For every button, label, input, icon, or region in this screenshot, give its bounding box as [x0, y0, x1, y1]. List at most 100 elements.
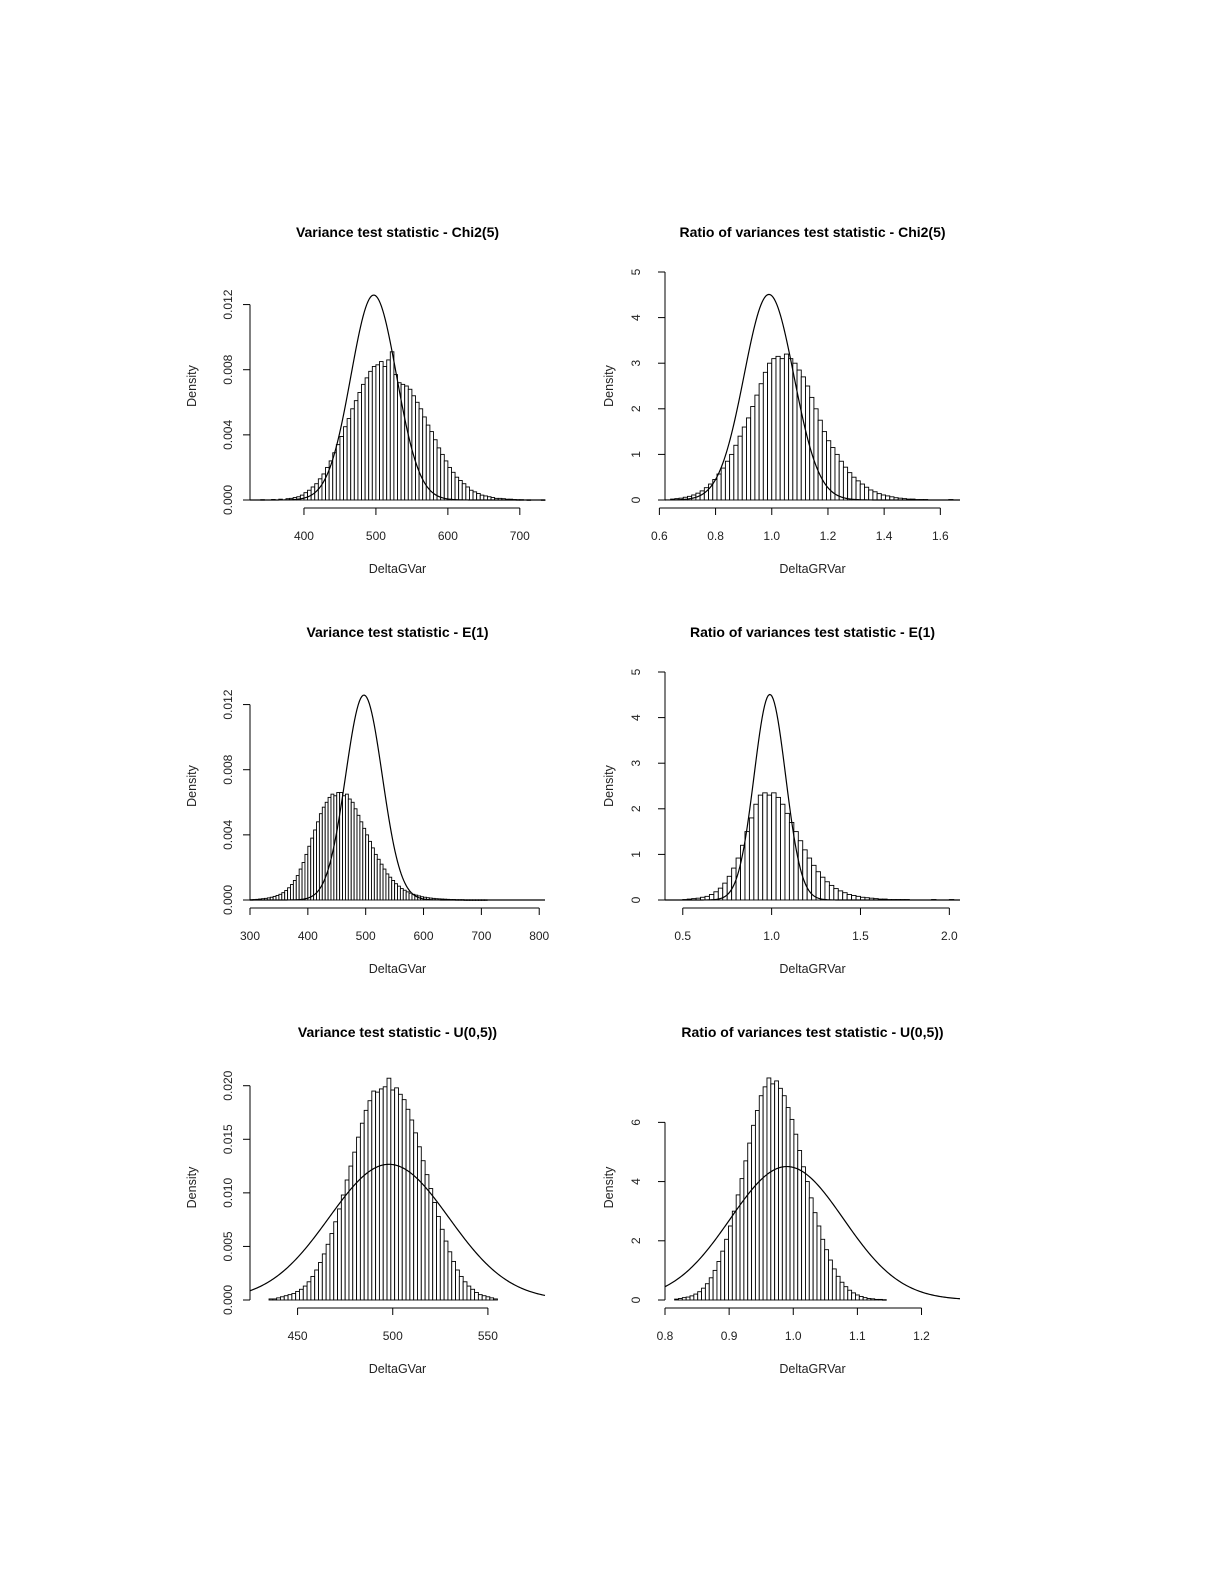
histogram-bar	[724, 1238, 729, 1301]
histogram-bar	[493, 1298, 498, 1301]
histogram-bar	[405, 1108, 411, 1301]
histogram-bars	[674, 1077, 887, 1301]
histogram-bar	[701, 1287, 706, 1301]
histogram-bar	[415, 401, 420, 501]
x-tick-label: 1.1	[849, 1329, 866, 1343]
histogram-bar	[329, 1233, 335, 1301]
histogram-bar	[476, 493, 481, 501]
histogram-bar	[389, 351, 395, 501]
histogram-bar	[797, 1150, 803, 1301]
histogram-bar	[862, 1297, 868, 1301]
histogram-bar	[436, 447, 442, 501]
histogram-bar	[771, 358, 777, 501]
histogram-bar	[775, 355, 781, 501]
y-axis: 0.000 0.004 0.008 0.012	[221, 289, 251, 515]
histogram-bar	[743, 1160, 749, 1301]
histogram-bar	[394, 1087, 399, 1301]
x-tick-label: 1.0	[785, 1329, 802, 1343]
x-tick-label: 0.8	[707, 529, 724, 543]
histogram-bar	[398, 1093, 403, 1301]
histogram-bar	[851, 1292, 856, 1301]
histogram-bar	[839, 1281, 845, 1301]
y-axis: 0 1 2 3 4 5	[629, 668, 666, 903]
histogram-bar	[477, 1294, 483, 1301]
histogram-bar	[314, 1269, 319, 1301]
y-tick-label: 0.005	[221, 1231, 235, 1261]
x-tick-label: 1.6	[932, 529, 949, 543]
histogram-bar	[855, 480, 861, 501]
y-axis-label: Density	[185, 764, 199, 806]
histogram-bar	[458, 480, 463, 501]
histogram-bar	[846, 894, 853, 901]
histogram-bar	[489, 1297, 495, 1301]
histogram-bar	[364, 377, 370, 501]
y-axis-label: Density	[185, 1166, 199, 1208]
x-axis: 450 500 550	[288, 1307, 498, 1343]
histogram-bars	[260, 351, 546, 501]
histogram-bar	[432, 1202, 437, 1301]
x-axis-label: DeltaGRVar	[779, 962, 845, 976]
histogram-bar	[753, 803, 759, 901]
histogram-bar	[433, 439, 438, 501]
histogram-bar	[847, 1289, 853, 1301]
histogram-bar	[382, 366, 388, 501]
histogram-bar	[802, 849, 808, 901]
y-axis-label: Density	[602, 364, 616, 406]
histogram-bar	[332, 452, 337, 501]
histogram-bar	[367, 1100, 373, 1301]
x-tick-label: 1.2	[820, 529, 837, 543]
y-tick-label: 4	[629, 1178, 643, 1185]
y-tick-label: 0.010	[221, 1178, 235, 1208]
histogram-bar	[744, 831, 750, 901]
histogram-bar	[866, 1298, 872, 1301]
histogram-bar	[386, 1077, 392, 1301]
y-tick-label: 5	[629, 268, 643, 275]
y-tick-label: 0.004	[221, 820, 235, 850]
histogram-bar	[350, 408, 355, 501]
x-tick-label: 1.4	[876, 529, 893, 543]
histogram-bar	[793, 1133, 799, 1301]
chart-title: Ratio of variances test statistic - U(0,…	[681, 1024, 943, 1040]
histogram-bar	[401, 1099, 407, 1301]
y-tick-label: 0.015	[221, 1124, 235, 1154]
histogram-bar	[762, 371, 768, 501]
histogram-bar	[796, 369, 802, 501]
histogram-bar	[481, 1295, 487, 1301]
y-tick-label: 0.000	[221, 885, 235, 915]
histogram-bar	[784, 812, 790, 901]
histogram-bar	[859, 483, 865, 501]
histogram-bar	[693, 1293, 699, 1301]
histogram-bar	[720, 1250, 726, 1301]
histogram-bar	[337, 1208, 342, 1301]
histogram-bar	[880, 494, 886, 501]
chart-title: Ratio of variances test statistic - Chi2…	[679, 224, 945, 240]
histogram-bar	[357, 392, 362, 501]
histogram-bar	[815, 871, 821, 901]
histogram-bar	[876, 493, 882, 501]
x-tick-label: 800	[529, 929, 549, 943]
histogram-bar	[874, 1298, 880, 1301]
panel-unif-variance: Variance test statistic - U(0,5)) 450 500 5…	[185, 1024, 546, 1376]
histogram-bar	[728, 1225, 733, 1301]
y-tick-label: 4	[629, 314, 643, 321]
histogram-bar	[422, 416, 427, 501]
y-tick-label: 2	[629, 1237, 643, 1244]
y-tick-label: 6	[629, 1119, 643, 1126]
x-tick-label: 700	[471, 929, 491, 943]
histogram-bar	[831, 1268, 837, 1301]
histogram-bar	[868, 489, 874, 501]
histogram-bar	[788, 358, 794, 501]
histogram-bar	[881, 1299, 887, 1301]
x-tick-label: 0.9	[721, 1329, 738, 1343]
y-tick-label: 3	[629, 360, 643, 367]
histogram-bar	[833, 888, 839, 901]
y-tick-label: 1	[629, 451, 643, 458]
normal-density-curve	[250, 694, 545, 901]
histogram-bar	[726, 875, 733, 901]
y-axis: 0 2 4 6	[629, 1119, 666, 1303]
histogram-bar	[783, 353, 790, 501]
histogram-bar	[447, 1251, 453, 1301]
histogram-bar	[462, 1281, 468, 1301]
y-tick-label: 0.012	[221, 689, 235, 719]
histogram-bar	[751, 1124, 756, 1301]
